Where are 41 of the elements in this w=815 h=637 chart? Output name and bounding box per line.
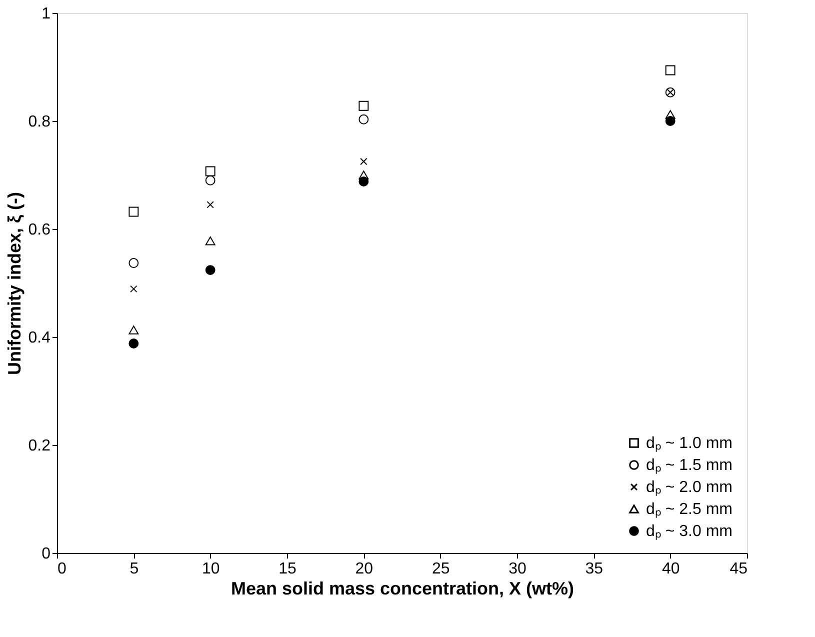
x-tick-label: 5 — [130, 560, 139, 578]
y-tick-label: 0.6 — [28, 222, 51, 238]
point — [665, 116, 676, 126]
y-axis-title: Uniformity index, ξ (-) — [4, 192, 24, 376]
legend-label: dₚ ~ 2.5 mm — [646, 501, 732, 518]
point — [128, 258, 139, 268]
point — [205, 175, 216, 186]
y-tick-label: 0 — [42, 546, 51, 562]
legend-label: dₚ ~ 3.0 mm — [646, 523, 732, 540]
y-tick-label: 0.8 — [28, 114, 51, 130]
point — [358, 114, 369, 124]
point — [205, 236, 216, 246]
point — [206, 201, 214, 208]
legend-label: dₚ ~ 1.0 mm — [646, 435, 732, 452]
x-tick-label: 0 — [58, 560, 66, 578]
x-tick-label: 40 — [662, 560, 680, 578]
point — [358, 170, 369, 180]
y-tick-label: 0.2 — [28, 438, 51, 454]
point — [128, 326, 139, 334]
point — [205, 265, 216, 276]
point — [130, 285, 138, 293]
point — [360, 158, 368, 166]
point — [665, 65, 676, 76]
point — [665, 110, 676, 119]
point — [358, 100, 369, 111]
legend-label: dₚ ~ 2.0 mm — [646, 479, 732, 496]
x-axis-title: Mean solid mass concentration, X (wt%) — [230, 578, 574, 598]
point — [205, 166, 216, 176]
x-tick-label: 30 — [508, 560, 526, 578]
x-tick-label: 10 — [202, 560, 220, 578]
x-tick-label: 35 — [585, 560, 604, 578]
legend-label: dₚ ~ 1.5 mm — [646, 457, 732, 474]
point — [128, 206, 139, 217]
point — [358, 176, 369, 186]
x-tick-label: 45 — [730, 560, 748, 578]
x-tick-label: 20 — [355, 560, 374, 578]
y-tick-label: 1 — [42, 6, 51, 22]
x-tick-label: 15 — [278, 560, 296, 578]
x-tick-label: 25 — [432, 560, 450, 578]
y-tick-label: 0.4 — [28, 330, 51, 346]
point — [128, 338, 139, 348]
